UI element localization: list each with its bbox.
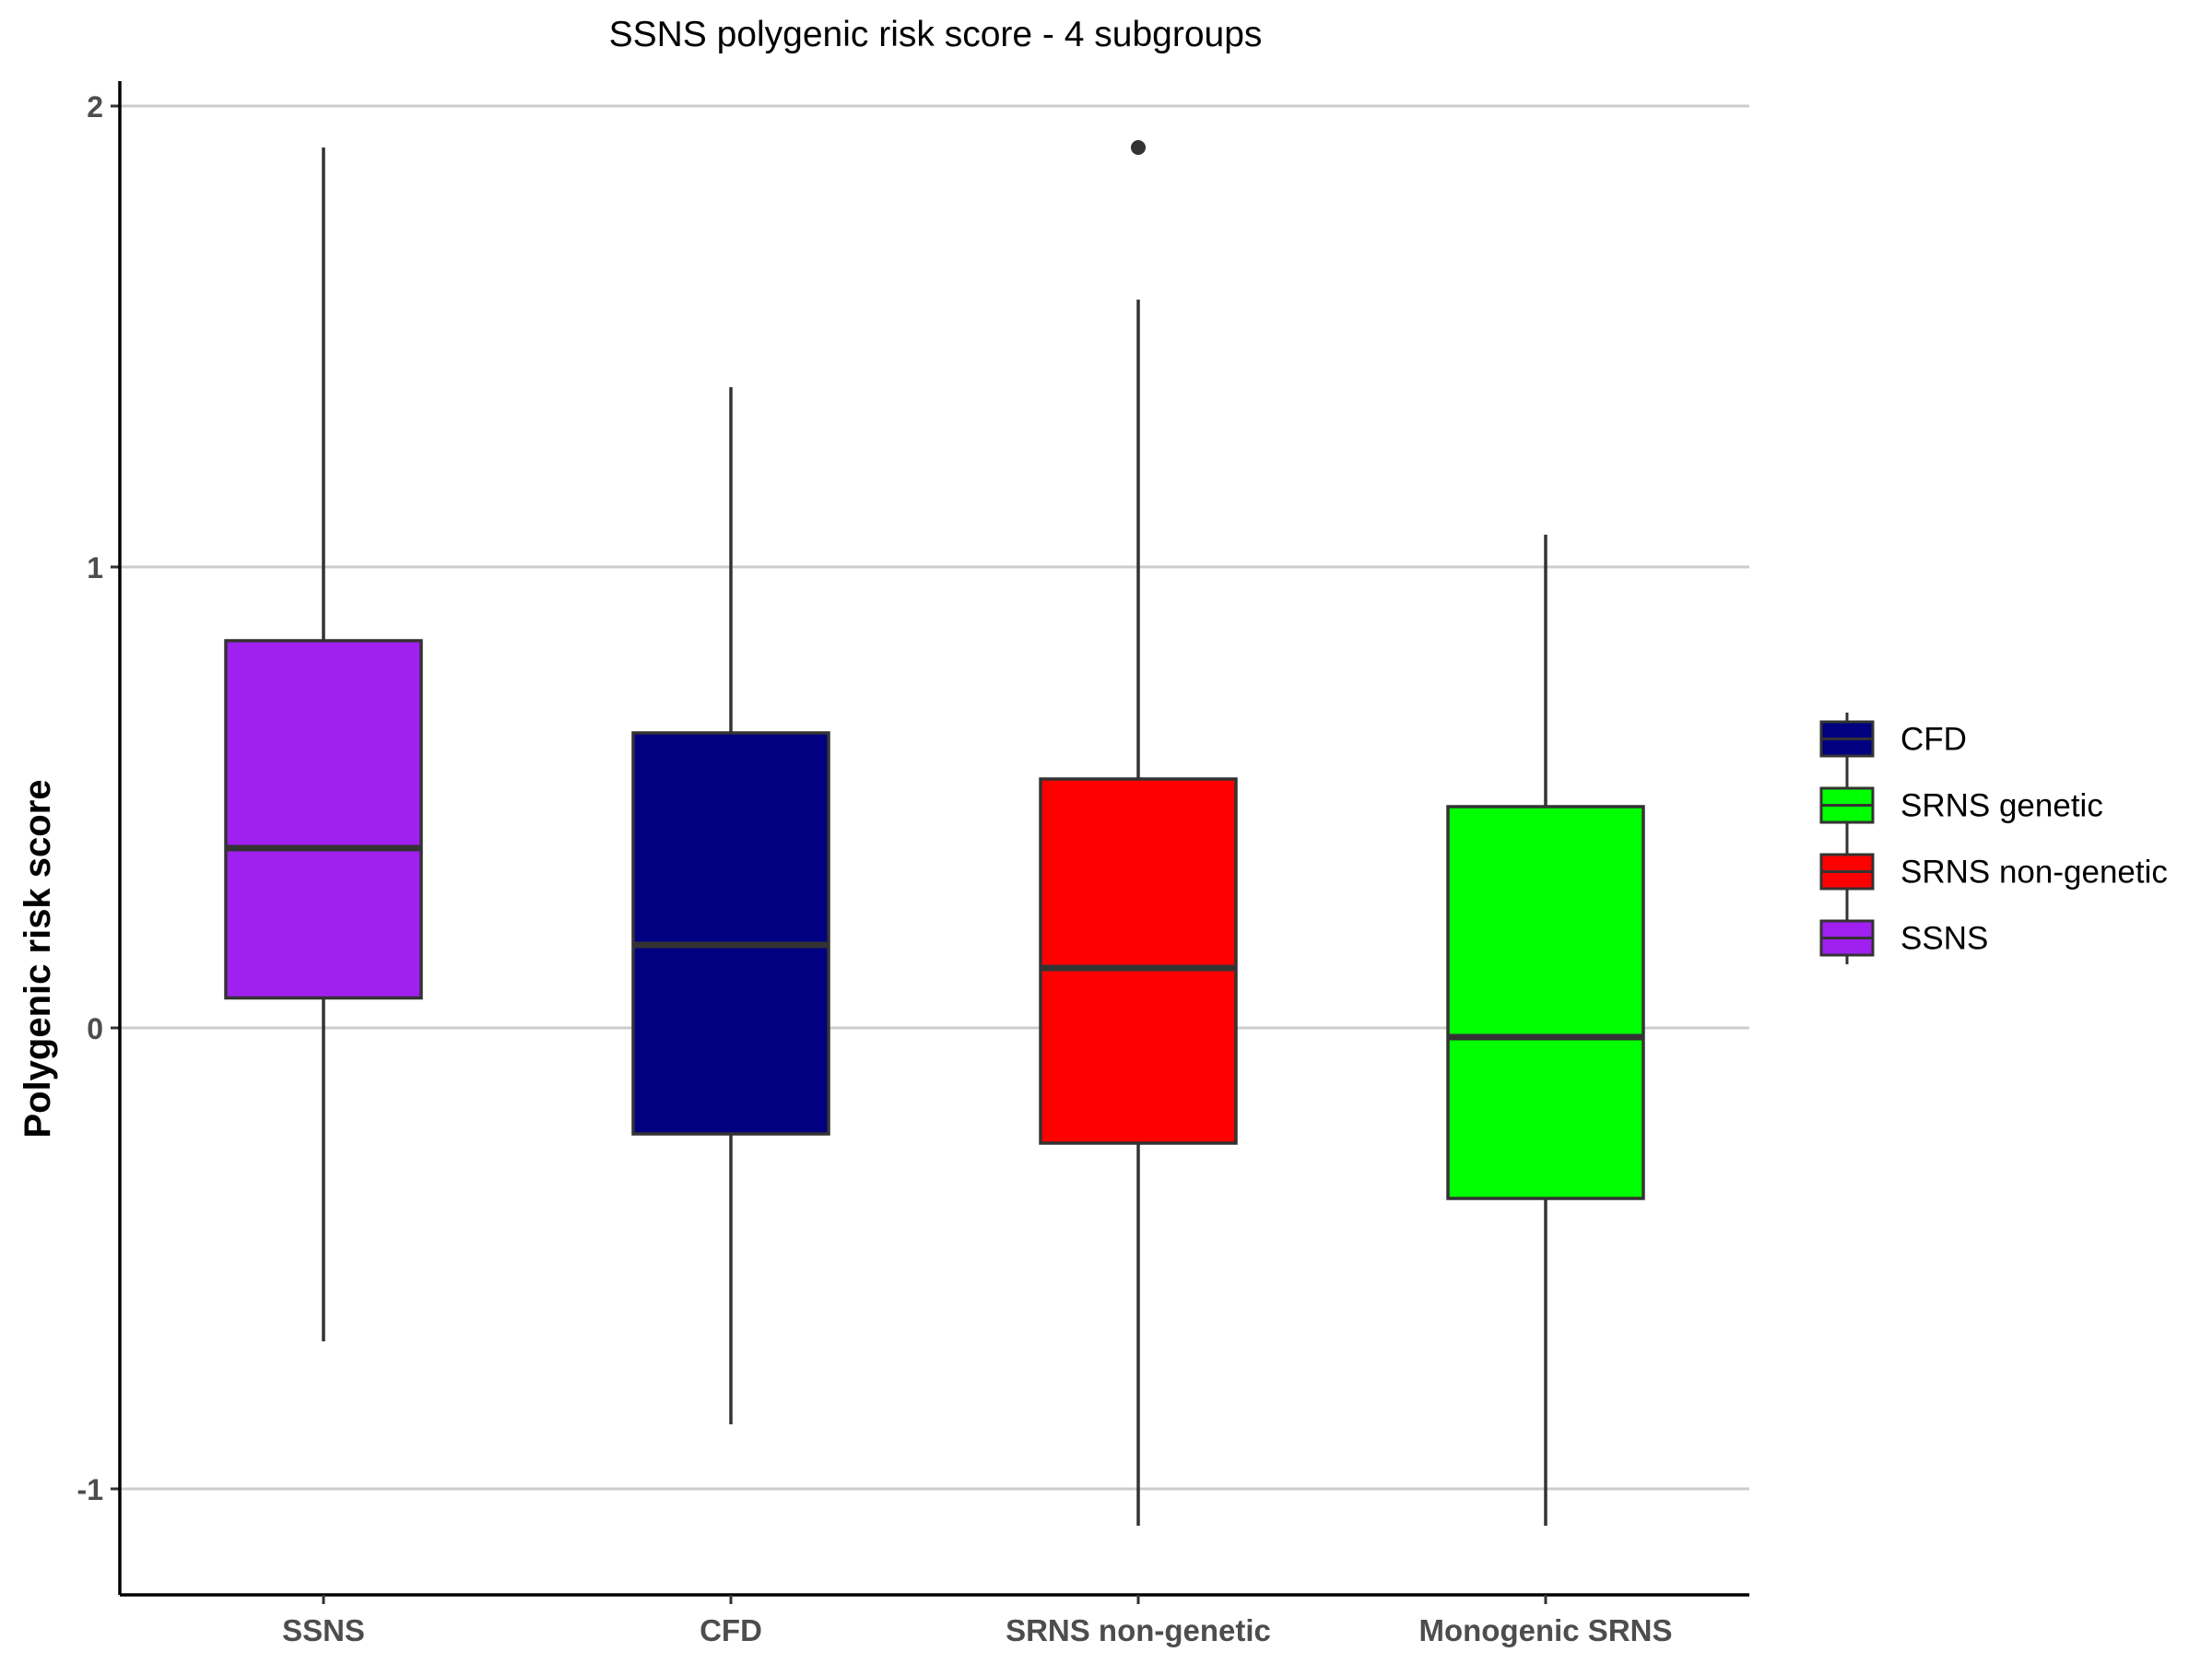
axis-text: -1 0 1 2 SSNS CFD SRNS non-genetic Monogenic SR…: [77, 90, 1673, 1647]
x-tick-label: SRNS non-genetic: [1006, 1613, 1271, 1647]
box-body: [631, 731, 830, 1136]
chart-title: SSNS polygenic risk score - 4 subgroups: [609, 15, 1263, 54]
y-tick-label: 0: [87, 1012, 103, 1045]
legend: CFD SRNS genetic SRNS non-genetic SSNS: [1819, 713, 2168, 964]
y-axis-label: Polygenic risk score: [18, 779, 58, 1138]
y-tick-label: -1: [77, 1473, 103, 1506]
axes: [111, 81, 1749, 1604]
x-tick-label: CFD: [700, 1613, 762, 1647]
legend-label: SSNS: [1900, 921, 1988, 957]
legend-label: CFD: [1900, 722, 1967, 758]
box-group: [224, 148, 423, 1341]
legend-label: SRNS non-genetic: [1900, 855, 2168, 891]
box-group: [631, 387, 830, 1424]
box-body: [224, 639, 423, 1000]
box-body: [1446, 805, 1645, 1200]
outlier-point: [1131, 140, 1146, 155]
boxes: [224, 140, 1645, 1526]
box-body: [1039, 777, 1238, 1145]
y-tick-label: 2: [87, 90, 103, 124]
box-group: [1039, 140, 1238, 1526]
y-tick-label: 1: [87, 551, 103, 584]
x-tick-label: SSNS: [282, 1613, 365, 1647]
x-tick-label: Monogenic SRNS: [1418, 1613, 1672, 1647]
legend-label: SRNS genetic: [1900, 788, 2103, 824]
box-group: [1446, 535, 1645, 1526]
